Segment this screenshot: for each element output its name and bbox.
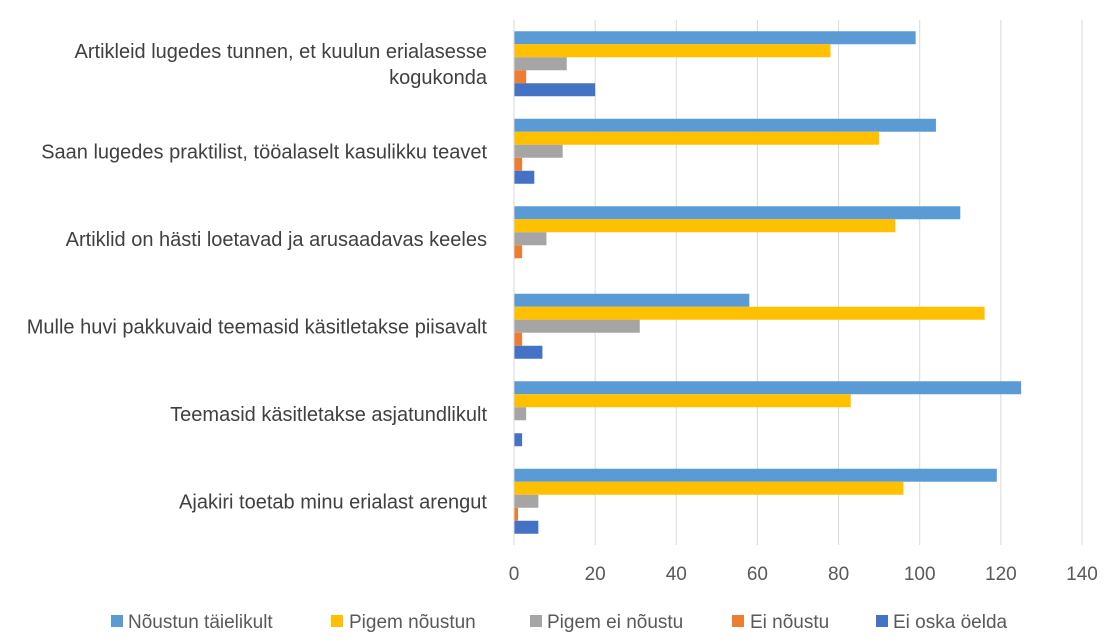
bar-6-pigem-ei-n-ustu <box>514 494 539 508</box>
bar-2-ei-oska-elda <box>514 170 535 184</box>
bar-4-ei-oska-elda <box>514 345 543 359</box>
bar-5-ei-oska-elda <box>514 433 523 447</box>
legend-item: Pigem ei nõustu <box>530 612 683 633</box>
category-label: Ajakiri toetab minu erialast arengut <box>179 491 487 513</box>
x-tick-label: 140 <box>1066 564 1098 585</box>
x-tick-label: 20 <box>585 564 606 585</box>
legend-swatch <box>111 615 123 627</box>
x-tick-label: 120 <box>985 564 1017 585</box>
x-tick-label: 40 <box>666 564 687 585</box>
gridlines <box>594 20 1083 545</box>
x-tick-label: 100 <box>904 564 936 585</box>
legend-label: Ei oska öelda <box>893 612 1008 633</box>
bar-2-pigem-ei-n-ustu <box>514 144 563 158</box>
bar-3-pigem-n-ustun <box>514 219 896 233</box>
bar-6-ei-n-ustu <box>514 507 519 521</box>
bar-3-ei-n-ustu <box>514 245 523 259</box>
legend-label: Pigem nõustun <box>349 612 476 633</box>
legend-label: Ei nõustu <box>750 612 829 633</box>
bar-4-pigem-n-ustun <box>514 306 985 320</box>
legend-label: Pigem ei nõustu <box>547 612 683 633</box>
bar-2-pigem-n-ustun <box>514 131 880 145</box>
bar-5-pigem-ei-n-ustu <box>514 407 527 421</box>
category-label: Saan lugedes praktilist, tööalaselt kasu… <box>41 141 487 163</box>
bar-6-ei-oska-elda <box>514 520 539 534</box>
x-tick-label: 0 <box>509 564 520 585</box>
legend-item: Pigem nõustun <box>331 612 476 633</box>
category-label: Artiklid on hästi loetavad ja arusaadava… <box>66 229 487 251</box>
bar-1-ei-n-ustu <box>514 70 527 84</box>
x-tick-label: 60 <box>747 564 768 585</box>
bar-1-pigem-n-ustun <box>514 44 831 58</box>
bar-4-pigem-ei-n-ustu <box>514 319 640 333</box>
category-label: Mulle huvi pakkuvaid teemasid käsitletak… <box>27 316 488 338</box>
bar-1-ei-oska-elda <box>514 83 596 97</box>
bar-6-pigem-n-ustun <box>514 481 904 495</box>
bar-5-n-ustun-t-ielikult <box>514 381 1022 395</box>
bar-4-n-ustun-t-ielikult <box>514 293 750 307</box>
legend-item: Ei oska öelda <box>876 612 1008 633</box>
bar-2-ei-n-ustu <box>514 157 523 171</box>
bar-4-ei-n-ustu <box>514 332 523 346</box>
bar-1-pigem-ei-n-ustu <box>514 57 567 71</box>
legend-swatch <box>732 615 744 627</box>
category-label: Teemasid käsitletakse asjatundlikult <box>170 404 487 426</box>
bars <box>514 31 1022 534</box>
category-label: Artikleid lugedes tunnen, et kuulun eria… <box>75 41 487 63</box>
legend-swatch <box>530 615 542 627</box>
category-labels: Artikleid lugedes tunnen, et kuulun eria… <box>27 41 488 514</box>
x-tick-label: 80 <box>828 564 849 585</box>
legend: Nõustun täielikult Pigem nõustun Pigem ei … <box>111 612 1008 633</box>
legend-swatch <box>876 615 888 627</box>
legend-label: Nõustun täielikult <box>128 612 273 633</box>
bar-2-n-ustun-t-ielikult <box>514 118 936 132</box>
bar-3-pigem-ei-n-ustu <box>514 232 547 246</box>
category-label: kogukonda <box>389 67 488 89</box>
bar-1-n-ustun-t-ielikult <box>514 31 916 45</box>
legend-swatch <box>331 615 343 627</box>
tick-labels: 0 20 40 60 80 100 120 140 <box>509 564 1098 585</box>
bar-6-n-ustun-t-ielikult <box>514 468 997 482</box>
bar-5-pigem-n-ustun <box>514 394 851 408</box>
legend-item: Ei nõustu <box>732 612 829 633</box>
bar-3-n-ustun-t-ielikult <box>514 206 961 220</box>
legend-item: Nõustun täielikult <box>111 612 273 633</box>
